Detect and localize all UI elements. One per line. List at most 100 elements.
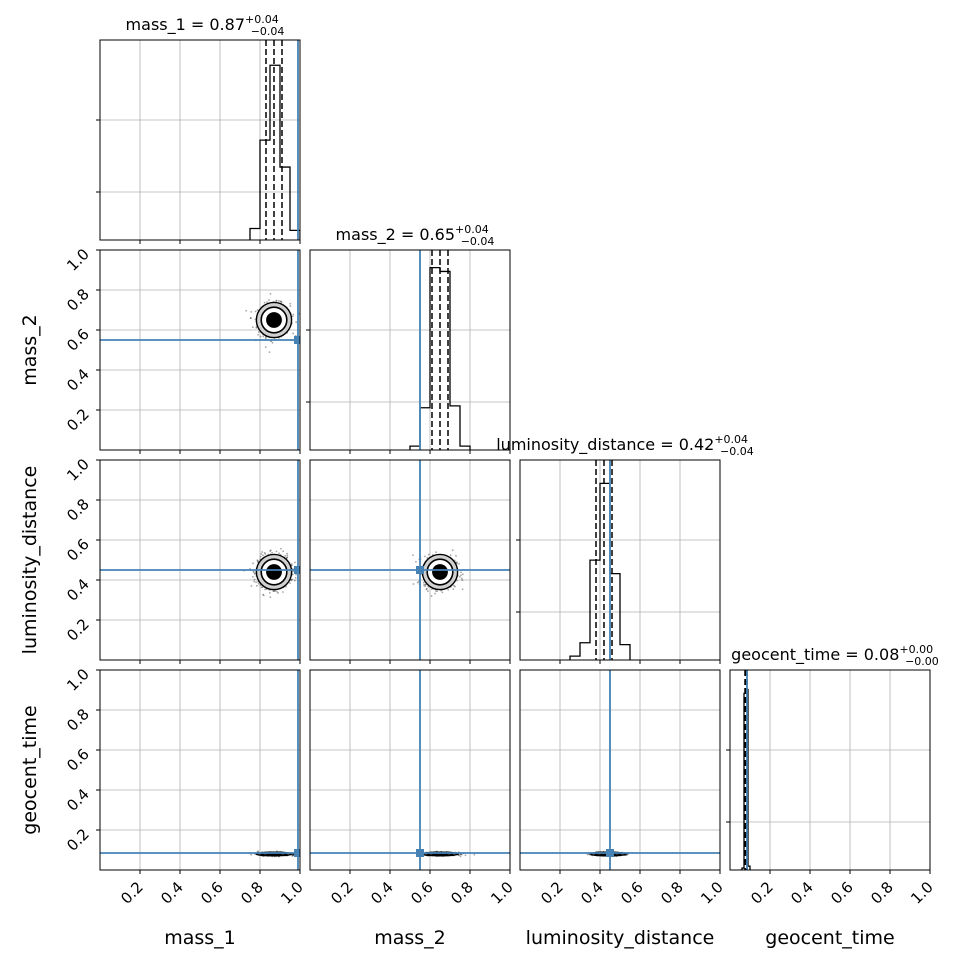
sample-point (292, 854, 295, 856)
scatter-panel-geocent_time-vs-mass_2: 0.2 0.4 0.6 0.8 1.0 mass_2 (309, 669, 517, 949)
sample-point (262, 335, 265, 338)
sample-point (292, 332, 294, 335)
sample-point (261, 586, 264, 589)
sample-point (464, 854, 467, 857)
y-tick-label: 0.6 (63, 745, 93, 775)
sample-point (586, 853, 589, 856)
title-lower-error: −0.00 (905, 655, 939, 668)
sample-point (255, 327, 258, 329)
sample-point (455, 562, 458, 565)
scatter-panel-mass_2-vs-mass_1: 0.2 0.4 0.6 0.8 1.0 mass_2 (19, 245, 301, 454)
sample-point (256, 559, 259, 562)
sample-point (253, 578, 256, 581)
title-upper-error: +0.00 (899, 643, 933, 656)
sample-point (461, 573, 464, 576)
x-tick-label: 0.4 (787, 878, 817, 908)
panel-frame (729, 669, 931, 871)
sample-point (274, 590, 277, 593)
sample-point (451, 549, 454, 552)
sample-point (286, 552, 288, 555)
histogram-panel-mass_2: mass_2 = 0.65+0.04 −0.04 (306, 223, 511, 454)
sample-point (426, 556, 429, 559)
sample-point (257, 331, 260, 333)
title-upper-error: +0.04 (245, 13, 279, 26)
panel-frame (99, 249, 301, 451)
sample-point (295, 321, 298, 324)
sample-point (452, 588, 455, 591)
sample-point (280, 300, 283, 303)
sample-point (455, 579, 458, 582)
sample-point (259, 335, 262, 338)
panel-title-geocent_time: geocent_time = 0.08+0.00 −0.00 (731, 643, 939, 668)
sample-point (427, 590, 429, 592)
sample-point (260, 553, 263, 555)
sample-point (473, 853, 476, 856)
scatter-panel-luminosity_distance-vs-mass_2 (309, 459, 511, 664)
panel-frame (99, 459, 301, 661)
title-value: = 0.87 (186, 15, 245, 34)
sample-point (436, 590, 439, 593)
title-lower-error: −0.04 (461, 235, 495, 248)
sample-point (275, 299, 278, 302)
panel-frame (99, 669, 301, 871)
y-axis-label-mass_2: mass_2 (19, 314, 41, 386)
sample-point (290, 563, 293, 565)
x-tick-label: 1.0 (277, 878, 307, 908)
sample-point (255, 584, 258, 587)
sample-point (264, 553, 267, 555)
sample-point (290, 564, 293, 567)
sample-point (281, 591, 284, 593)
x-tick-label: 0.6 (407, 878, 437, 908)
x-tick-label: 0.6 (197, 878, 227, 908)
sample-point (447, 588, 450, 591)
title-value: = 0.42 (655, 435, 714, 454)
panel-title-mass_2: mass_2 = 0.65+0.04 −0.04 (336, 223, 495, 248)
x-tick-label: 0.2 (327, 878, 357, 908)
sample-point (294, 576, 297, 579)
sample-point (257, 333, 260, 336)
sample-point (268, 351, 271, 354)
sample-point (291, 573, 294, 576)
y-axis-label-geocent_time: geocent_time (19, 705, 41, 834)
x-axis-label-luminosity_distance: luminosity_distance (526, 927, 715, 949)
sample-point (289, 305, 292, 307)
sample-point (264, 346, 267, 349)
sample-point (253, 571, 256, 574)
sample-point (460, 574, 462, 577)
x-axis-label-mass_2: mass_2 (374, 927, 446, 949)
x-tick-label: 0.4 (157, 878, 187, 908)
sample-point (262, 554, 264, 557)
sample-point (290, 579, 293, 582)
sample-point (264, 337, 267, 340)
x-tick-label: 0.4 (367, 878, 397, 908)
sample-point (259, 555, 262, 558)
sample-point (269, 550, 272, 552)
sample-point (273, 590, 275, 592)
scatter-panel-geocent_time-vs-mass_1: 0.2 0.4 0.6 0.8 1.0 geocent_time 0.2 0.4 0.6 0.8 1… (19, 665, 307, 949)
scatter-panel-luminosity_distance-vs-mass_1: 0.2 0.4 0.6 0.8 1.0 luminosity_distance (19, 455, 301, 664)
x-tick-label: 1.0 (907, 878, 937, 908)
sample-point (269, 596, 272, 599)
sample-point (292, 853, 294, 856)
sample-point (256, 561, 259, 563)
sample-point (430, 595, 433, 597)
contour-inner (266, 312, 282, 328)
y-tick-label: 0.6 (63, 325, 93, 355)
title-name: mass_1 (126, 15, 186, 35)
truth-marker (294, 849, 300, 857)
sample-point (279, 300, 282, 303)
sample-point (263, 301, 266, 304)
sample-point (250, 310, 253, 313)
sample-point (256, 560, 259, 562)
title-lower-error: −0.04 (720, 445, 754, 458)
panel-frame (309, 249, 511, 451)
x-tick-label: 0.4 (577, 878, 607, 908)
sample-point (268, 592, 271, 594)
sample-point (253, 573, 256, 575)
sample-point (454, 585, 456, 588)
y-tick-label: 0.4 (63, 365, 93, 395)
sample-point (275, 300, 278, 303)
sample-point (263, 551, 266, 554)
y-tick-label: 1.0 (63, 665, 93, 695)
sample-point (285, 556, 288, 559)
